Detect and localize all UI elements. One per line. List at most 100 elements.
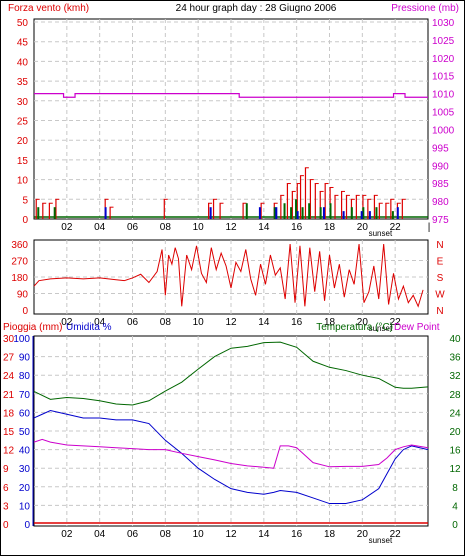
climate-sunset-label: sunset	[369, 536, 393, 545]
wind-x-tick-label: 02	[61, 222, 73, 233]
wind-x-tick-label: 06	[127, 222, 139, 233]
climate-x-tick-label: 12	[225, 529, 237, 540]
wind-x-tick-label: 04	[94, 222, 106, 233]
wind-gust-bar	[329, 203, 332, 219]
wind-y-tick-label: 20	[17, 136, 29, 147]
wind-x-tick-label: 20	[357, 222, 369, 233]
wind-y-tick-label: 35	[17, 77, 29, 88]
humidity-axis-title: Umidita %	[66, 322, 112, 333]
wind-bar	[401, 199, 403, 219]
wind-bar	[208, 203, 210, 219]
climate-x-tick-label: 18	[324, 529, 336, 540]
temperature-y-tick-label: 16	[449, 446, 461, 457]
pressure-line	[34, 93, 428, 98]
rain-axis-title: Pioggia (mm)	[3, 322, 62, 333]
rain-y-tick-label: 21	[3, 390, 15, 401]
humidity-line	[33, 410, 429, 505]
wind-gust-bar	[308, 203, 311, 219]
pressure-y-tick-label: 1005	[432, 108, 455, 119]
climate-x-tick-label: 04	[94, 529, 106, 540]
wind-avg-bar	[360, 211, 363, 219]
direction-compass-label: N	[436, 306, 443, 317]
wind-bar	[304, 167, 307, 219]
rain-y-tick-label: 12	[3, 446, 15, 457]
wind-gust-bar	[350, 207, 353, 219]
pressure-y-tick-label: 975	[432, 215, 449, 226]
rain-y-tick-label: 27	[3, 353, 15, 364]
direction-compass-label: S	[437, 273, 444, 284]
wind-gust-bar	[245, 203, 248, 219]
wind-bar	[345, 195, 348, 219]
humidity-y-tick-label: 60	[19, 408, 31, 419]
wind-gust-bar	[319, 207, 322, 219]
direction-compass-label: E	[437, 257, 444, 268]
climate-x-tick-label: 08	[160, 529, 172, 540]
chart-title: 24 hour graph day : 28 Giugno 2006	[176, 3, 337, 14]
wind-bar	[324, 183, 326, 219]
wind-avg-bar	[396, 207, 399, 219]
pressure-y-tick-label: 1010	[432, 90, 455, 101]
wind-gust-bar	[391, 211, 394, 219]
direction-y-tick-label: 270	[11, 257, 28, 268]
direction-x-tick-label: 20	[357, 317, 369, 328]
wind-y-tick-label: 25	[17, 117, 29, 128]
temperature-y-tick-label: 24	[449, 408, 461, 419]
temperature-y-tick-label: 40	[449, 334, 461, 345]
humidity-y-tick-label: 20	[19, 483, 31, 494]
wind-bar	[291, 191, 293, 219]
wind-gust-bar	[301, 207, 304, 219]
temperature-y-tick-label: 32	[449, 371, 461, 382]
humidity-y-tick-label: 90	[19, 353, 31, 364]
wind-bar	[35, 199, 37, 219]
wind-gust-bar	[375, 207, 378, 219]
wind-bar	[385, 203, 387, 219]
rain-y-tick-label: 6	[3, 483, 9, 494]
temperature-y-tick-label: 4	[452, 501, 458, 512]
wind-bar	[286, 183, 289, 219]
wind-bar	[48, 203, 50, 219]
direction-x-tick-label: 10	[193, 317, 205, 328]
wind-y-tick-label: 40	[17, 57, 29, 68]
wind-y-tick-label: 5	[22, 195, 28, 206]
wind-bar	[378, 203, 380, 219]
direction-y-tick-label: 360	[11, 240, 28, 251]
wind-bar	[212, 199, 215, 219]
wind-avg-bar	[342, 211, 345, 219]
direction-compass-label: N	[436, 240, 443, 251]
direction-x-tick-label: 22	[390, 317, 402, 328]
wind-y-tick-label: 10	[17, 176, 29, 187]
direction-x-tick-label: 18	[324, 317, 336, 328]
wind-bar	[299, 175, 302, 219]
temperature-y-tick-label: 8	[452, 483, 458, 494]
wind-bar	[314, 183, 316, 219]
temperature-line	[33, 341, 429, 406]
wind-gust-bar	[53, 207, 56, 219]
wind-x-tick-label: 12	[225, 222, 237, 233]
humidity-y-tick-label: 30	[19, 464, 31, 475]
wind-bar	[296, 183, 298, 219]
direction-x-tick-label: 02	[61, 317, 73, 328]
direction-y-tick-label: 180	[11, 273, 28, 284]
humidity-y-tick-label: 80	[19, 371, 31, 382]
humidity-y-tick-label: 0	[24, 520, 30, 531]
direction-x-tick-label: 14	[258, 317, 270, 328]
direction-compass-label: W	[435, 290, 445, 301]
rain-y-tick-label: 24	[3, 371, 15, 382]
wind-bar	[55, 199, 57, 219]
temperature-y-tick-label: 28	[449, 390, 461, 401]
wind-avg-bar	[258, 207, 261, 219]
rain-y-tick-label: 9	[3, 464, 9, 475]
climate-x-tick-label: 14	[258, 529, 270, 540]
direction-sunset-label: sunset	[369, 324, 393, 333]
pressure-y-tick-label: 1015	[432, 72, 455, 83]
rain-y-tick-label: 30	[3, 334, 15, 345]
wind-bar	[355, 195, 357, 219]
wind-bar	[309, 179, 311, 219]
humidity-y-tick-label: 50	[19, 427, 31, 438]
wind-avg-bar	[209, 207, 212, 219]
climate-x-tick-label: 22	[390, 529, 402, 540]
humidity-y-tick-label: 40	[19, 446, 31, 457]
direction-x-tick-label: 04	[94, 317, 106, 328]
rain-y-tick-label: 0	[3, 520, 9, 531]
wind-bar	[219, 203, 221, 219]
